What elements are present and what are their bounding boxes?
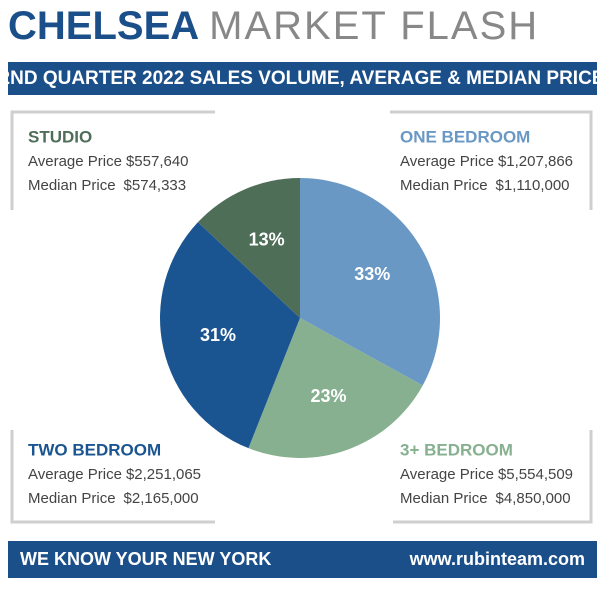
footer-bar	[8, 541, 597, 578]
category-label: 3+ BEDROOM	[400, 440, 513, 459]
price-value: $574,333	[124, 177, 187, 194]
price-label: Average Price	[400, 466, 494, 483]
footer-website: www.rubinteam.com	[409, 549, 585, 569]
pie-slice	[300, 178, 440, 386]
category-label: STUDIO	[28, 127, 92, 146]
slice-label: 23%	[310, 386, 346, 406]
median-price: Median Price $4,850,000	[400, 490, 571, 507]
bracket	[10, 110, 215, 210]
bracket	[10, 430, 215, 524]
price-value: $557,640	[126, 153, 189, 170]
pie: 33% 23% 31% 13%	[159, 178, 440, 458]
brand: CHELSEA MARKET FLASH	[8, 4, 539, 48]
price-label: Average Price	[400, 153, 494, 170]
price-label: Median Price	[28, 177, 116, 194]
price-value: $2,251,065	[126, 466, 201, 483]
median-price: Median Price $574,333	[28, 177, 186, 194]
price-label: Median Price	[28, 490, 116, 507]
brand-bold: CHELSEA	[8, 4, 199, 48]
price-value: $2,165,000	[124, 490, 199, 507]
title-bar	[8, 62, 597, 95]
median-price: Median Price $1,110,000	[400, 177, 570, 194]
footer-tagline: WE KNOW YOUR NEW YORK	[20, 549, 271, 569]
average-price: Average Price $1,207,866	[400, 153, 573, 170]
price-label: Average Price	[28, 153, 122, 170]
category-label: TWO BEDROOM	[28, 440, 161, 459]
slice-label: 13%	[249, 230, 285, 250]
price-label: Average Price	[28, 466, 122, 483]
price-value: $5,554,509	[498, 466, 573, 483]
chart-title: 2ND QUARTER 2022 SALES VOLUME, AVERAGE &…	[0, 68, 604, 89]
slice-label: 31%	[200, 325, 236, 345]
price-label: Median Price	[400, 177, 488, 194]
bracket	[393, 430, 593, 524]
pie-slice	[197, 178, 300, 318]
price-value: $1,110,000	[496, 177, 570, 194]
bracket	[390, 110, 593, 210]
median-price: Median Price $2,165,000	[28, 490, 199, 507]
price-label: Median Price	[400, 490, 488, 507]
brand-light: MARKET FLASH	[209, 4, 539, 48]
price-value: $1,207,866	[498, 153, 573, 170]
price-value: $4,850,000	[496, 490, 571, 507]
category-label: ONE BEDROOM	[400, 127, 530, 146]
average-price: Average Price $557,640	[28, 153, 189, 170]
pie-slice	[159, 222, 300, 449]
slice-label: 33%	[354, 264, 390, 284]
pie-slice	[248, 318, 423, 458]
average-price: Average Price $5,554,509	[400, 466, 573, 483]
average-price: Average Price $2,251,065	[28, 466, 201, 483]
